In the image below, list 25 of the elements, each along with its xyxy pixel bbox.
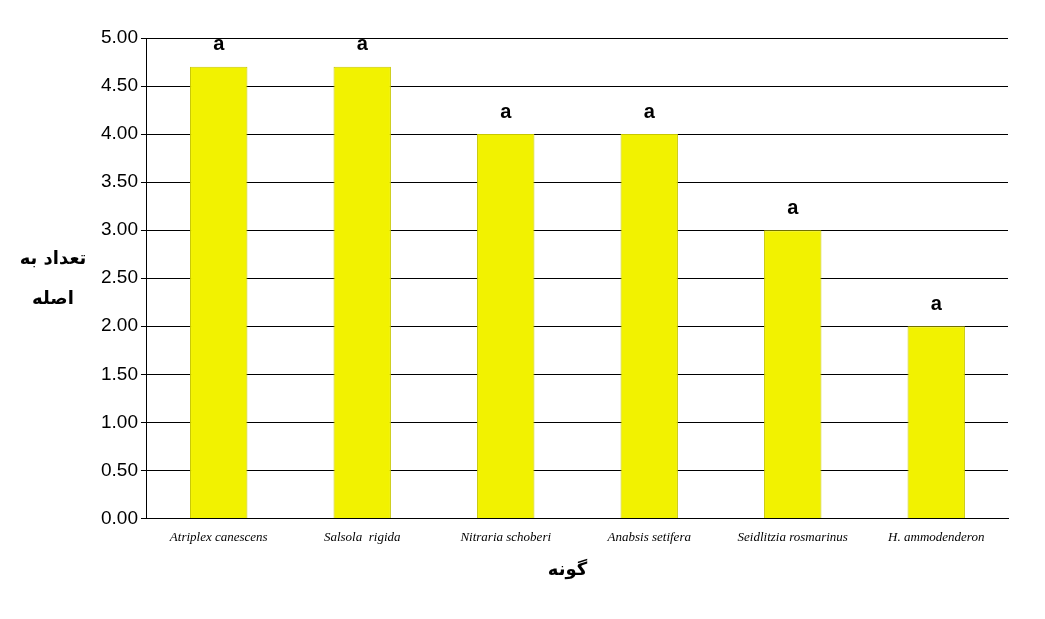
x-tick-label: H. ammodenderon (887, 528, 985, 544)
y-tick-label: 5.00 (101, 26, 138, 48)
x-tick-label: Atriplex canescens (168, 528, 268, 544)
x-axis-title: گونه (546, 558, 589, 579)
y-axis-title: تعداد به اصله (18, 246, 88, 310)
annotation: a (787, 195, 800, 218)
annotation: a (356, 32, 369, 55)
annotation: a (930, 291, 943, 314)
x-tick-label: Seidlitzia rosmarinus (737, 528, 848, 544)
y-tick-label: 0.50 (101, 458, 138, 480)
y-tick-label: 0.00 (101, 506, 138, 528)
x-tick-label: Anabsis setifera (606, 528, 692, 544)
y-tick-label: 3.50 (101, 170, 138, 192)
y-tick-label: 4.00 (101, 122, 138, 144)
annotation: a (643, 99, 656, 122)
x-tick-label: Nitraria schoberi (459, 528, 552, 544)
y-tick-label: 2.00 (101, 314, 138, 336)
y-tick-label: 2.50 (101, 266, 138, 288)
y-tick-label: 1.50 (101, 362, 138, 384)
annotation: a (213, 32, 226, 55)
annotation: a (500, 99, 513, 122)
y-tick-label: 4.50 (101, 74, 138, 96)
y-tick-label: 3.00 (101, 218, 138, 240)
y-tick-label: 1.00 (101, 410, 138, 432)
x-tick-label: Salsola rigida (323, 528, 402, 544)
